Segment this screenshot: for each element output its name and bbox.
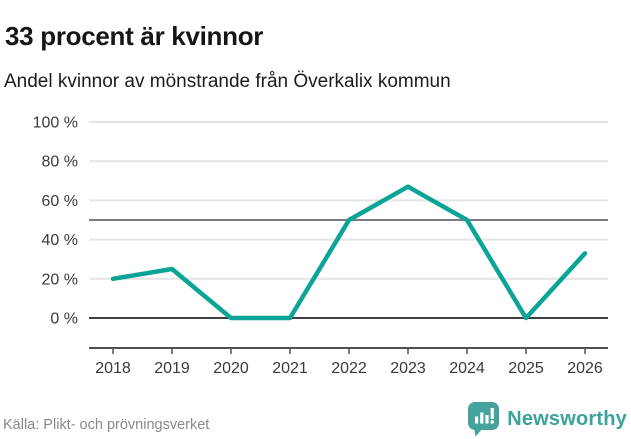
x-tick-label: 2018 (95, 360, 131, 377)
chart-title: 33 procent är kvinnor (5, 21, 264, 52)
y-tick-label: 40 % (42, 232, 78, 249)
x-tick-label: 2020 (213, 360, 249, 377)
y-tick-label: 100 % (33, 115, 78, 132)
data-line-andel-kvinnor-av-m-nstrande (110, 184, 588, 321)
newsworthy-logo-text: Newsworthy (507, 407, 627, 430)
x-tick-label: 2019 (154, 360, 190, 377)
x-tick-label: 2026 (567, 360, 603, 377)
x-tick-label: 2022 (331, 360, 367, 377)
y-tick-label: 20 % (42, 271, 78, 288)
x-tick-label: 2025 (508, 360, 544, 377)
newsworthy-logo[interactable]: Newsworthy (467, 401, 627, 437)
y-tick-label: 0 % (50, 311, 78, 328)
x-tick-label: 2023 (390, 360, 426, 377)
y-tick-label: 60 % (42, 193, 78, 210)
bar-chart-speech-bubble-icon (468, 402, 500, 437)
y-tick-label: 80 % (42, 154, 78, 171)
x-tick-label: 2021 (272, 360, 308, 377)
chart-subtitle: Andel kvinnor av mönstrande från Överkal… (4, 71, 451, 92)
source-caption: Källa: Plikt- och prövningsverket (3, 417, 210, 433)
x-tick-label: 2024 (449, 360, 485, 377)
